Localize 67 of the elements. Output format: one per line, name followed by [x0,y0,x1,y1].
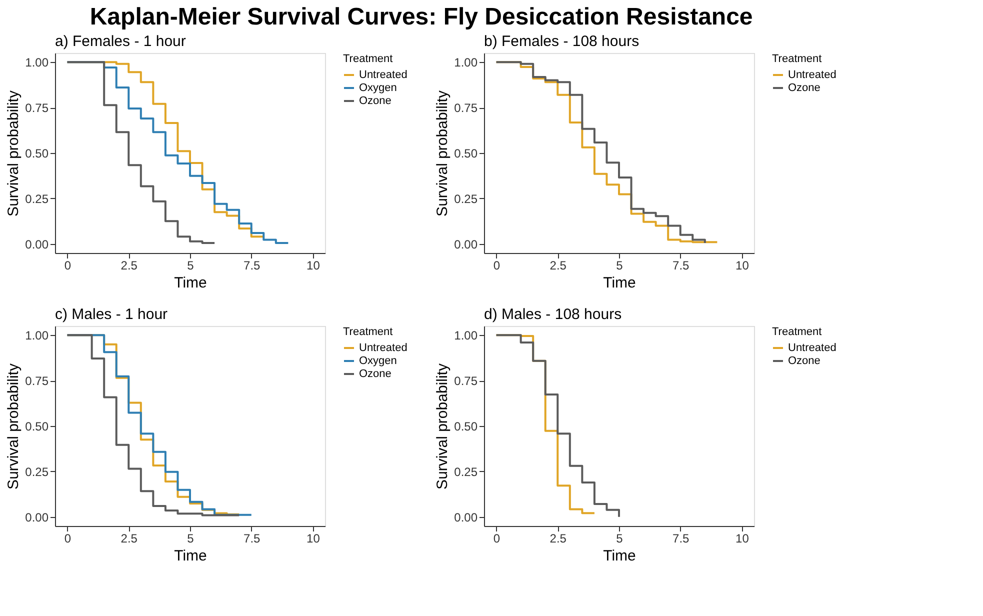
x-tick-label: 7.5 [672,532,690,546]
x-tick-label: 0 [64,258,72,272]
x-tick-label: 5 [616,532,624,546]
y-tick-label: 0.75 [25,374,49,388]
chart-subtitle: d) Males - 108 hours [484,306,622,323]
y-tick-label: 1.00 [25,328,49,343]
x-tick-label: 2.5 [550,532,567,546]
x-tick-label: 7.5 [672,258,690,272]
legend-title: Treatment [772,53,822,65]
x-tick-label: 0 [493,258,500,272]
x-tick-label: 10 [736,258,750,272]
legend-label: Oxygen [359,355,397,367]
y-tick-label: 0.00 [454,510,478,524]
y-tick-label: 0.25 [25,192,49,206]
x-axis-title: Time [174,548,207,564]
y-tick-label: 1.00 [25,56,49,70]
x-tick-label: 5 [616,258,624,272]
legend-label: Untreated [788,69,836,81]
y-tick-label: 0.50 [454,420,478,434]
x-tick-label: 2.5 [120,532,138,546]
y-tick-label: 0.00 [25,237,49,252]
x-axis-title: Time [603,274,636,292]
x-tick-label: 0 [64,532,72,546]
legend-label: Untreated [359,69,408,81]
y-tick-label: 0.25 [25,464,49,479]
legend-label: Untreated [359,342,408,354]
y-tick-label: 0.50 [25,420,49,434]
y-tick-label: 0.00 [454,237,478,252]
x-tick-label: 2.5 [120,258,138,272]
text: Kaplan-Meier Survival Curves: Fly Desiccation Resistance [90,4,753,30]
y-axis-title: Survival probability [5,90,22,216]
chart-subtitle: a) Females - 1 hour [55,33,186,50]
legend-title: Treatment [772,326,822,338]
x-tick-label: 5 [187,532,194,546]
legend-label: Ozone [359,368,392,380]
chart-subtitle: b) Females - 108 hours [484,33,640,50]
x-axis-title: Time [603,548,636,564]
chart-subtitle: c) Males - 1 hour [55,306,168,323]
legend-label: Ozone [788,355,820,367]
y-tick-label: 1.00 [454,56,478,70]
y-tick-label: 0.50 [454,146,478,160]
legend-label: Ozone [788,82,820,94]
y-tick-label: 0.75 [454,374,478,388]
x-tick-label: 10 [306,532,320,546]
y-tick-label: 0.75 [25,101,49,116]
legend-title: Treatment [343,326,393,338]
y-tick-label: 0.50 [25,146,49,160]
x-axis-title: Time [174,274,207,292]
y-axis-title: Survival probability [434,90,452,216]
legend-title: Treatment [343,53,393,65]
legend-label: Untreated [788,342,836,354]
x-tick-label: 7.5 [244,258,261,272]
x-tick-label: 10 [306,258,320,272]
legend-label: Ozone [359,95,392,107]
y-tick-label: 0.25 [454,464,478,479]
y-tick-label: 0.25 [454,192,478,206]
y-axis-title: Survival probability [5,363,22,490]
y-tick-label: 1.00 [454,328,478,343]
y-tick-label: 0.75 [454,101,478,116]
x-tick-label: 7.5 [244,532,261,546]
x-tick-label: 10 [736,532,750,546]
legend-label: Oxygen [359,82,397,94]
x-tick-label: 2.5 [550,258,567,272]
x-tick-label: 5 [187,258,194,272]
y-tick-label: 0.00 [25,510,49,524]
x-tick-label: 0 [493,532,500,546]
y-axis-title: Survival probability [434,363,452,490]
